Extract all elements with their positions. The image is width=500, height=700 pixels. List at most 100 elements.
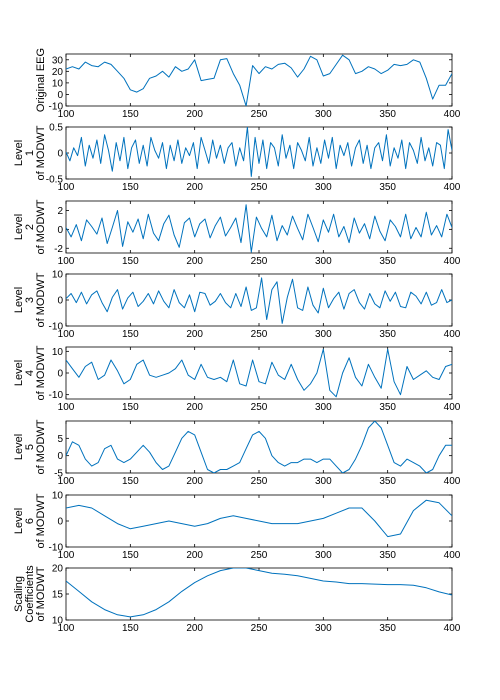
y-tick-label: -0.5 xyxy=(46,175,64,186)
series-line xyxy=(66,277,452,324)
axes-box xyxy=(65,346,453,400)
series-line xyxy=(66,348,452,398)
x-tick-label: 150 xyxy=(122,256,139,267)
subplot-7: 100 150 200 250 300 350 400 -10 0 10 Level 6 of MODW… xyxy=(13,491,461,562)
series-line xyxy=(66,568,452,618)
x-tick-label: 300 xyxy=(315,109,332,120)
y-tick-label: 15 xyxy=(52,590,64,601)
x-tick-label: 100 xyxy=(58,256,75,267)
axes-box xyxy=(65,273,453,327)
x-tick-label: 150 xyxy=(122,623,139,634)
subplot-2: 100 150 200 250 300 350 400 -0.5 0 0.5 Level 1 of MO… xyxy=(13,123,461,194)
series-line xyxy=(66,421,452,473)
x-tick-label: 100 xyxy=(58,402,75,413)
y-tick-label: 30 xyxy=(52,55,64,66)
x-tick-label: 400 xyxy=(444,402,461,413)
subplot-8: 100 150 200 250 300 350 400 10 15 20 Scaling Coeffi… xyxy=(13,564,461,635)
x-tick-label: 100 xyxy=(58,182,75,193)
y-tick-label: 20 xyxy=(52,67,64,78)
x-tick-label: 350 xyxy=(379,623,396,634)
y-axis-label: Scaling xyxy=(13,576,25,612)
x-tick-label: 400 xyxy=(444,476,461,487)
series-line xyxy=(66,499,452,538)
y-tick-label: 0 xyxy=(57,225,63,236)
x-tick-label: 400 xyxy=(444,329,461,340)
y-tick-label: 5 xyxy=(57,434,63,445)
x-tick-label: 350 xyxy=(379,182,396,193)
x-tick-label: 350 xyxy=(379,109,396,120)
x-tick-label: 100 xyxy=(58,329,75,340)
y-axis-label: Level xyxy=(13,360,25,386)
x-tick-label: 400 xyxy=(444,109,461,120)
y-axis-label: 5 xyxy=(24,444,36,450)
y-tick-label: -10 xyxy=(49,390,64,401)
x-tick-label: 250 xyxy=(251,329,268,340)
x-tick-label: 150 xyxy=(122,476,139,487)
x-tick-label: 100 xyxy=(58,109,75,120)
y-axis-label: of MODWT xyxy=(35,199,47,254)
subplot-4: 100 150 200 250 300 350 400 -10 0 10 Level 3 of MODW… xyxy=(13,270,461,341)
x-tick-label: 200 xyxy=(186,550,203,561)
x-tick-label: 200 xyxy=(186,109,203,120)
axes-box xyxy=(65,126,453,180)
x-tick-label: 300 xyxy=(315,182,332,193)
x-tick-label: 350 xyxy=(379,256,396,267)
y-axis-label: 3 xyxy=(24,297,36,303)
y-axis-label: 4 xyxy=(24,370,36,376)
y-axis-label: of MODWT xyxy=(35,345,47,400)
y-tick-label: -10 xyxy=(49,322,64,333)
y-axis-label: 6 xyxy=(24,518,36,524)
y-tick-label: -10 xyxy=(49,543,64,554)
x-tick-label: 300 xyxy=(315,476,332,487)
y-tick-label: 0 xyxy=(57,517,63,528)
x-tick-label: 250 xyxy=(251,182,268,193)
x-tick-label: 200 xyxy=(186,256,203,267)
x-tick-label: 200 xyxy=(186,623,203,634)
y-axis-label: of MODWT xyxy=(35,566,47,621)
x-tick-label: 250 xyxy=(251,256,268,267)
y-tick-label: 0 xyxy=(57,296,63,307)
y-axis-label: Level xyxy=(13,140,25,166)
series-line xyxy=(66,127,452,177)
x-tick-label: 400 xyxy=(444,623,461,634)
x-tick-label: 200 xyxy=(186,402,203,413)
series-line xyxy=(66,54,452,106)
y-tick-label: -5 xyxy=(54,469,63,480)
y-tick-label: 0 xyxy=(57,90,63,101)
axes-box xyxy=(65,567,453,621)
x-tick-label: 100 xyxy=(58,550,75,561)
y-axis-label: Level xyxy=(13,214,25,240)
x-tick-label: 350 xyxy=(379,550,396,561)
x-tick-label: 150 xyxy=(122,182,139,193)
y-axis-label: of MODWT xyxy=(35,272,47,327)
x-tick-label: 400 xyxy=(444,182,461,193)
x-tick-label: 200 xyxy=(186,182,203,193)
y-tick-label: 0.5 xyxy=(49,123,63,134)
x-tick-label: 200 xyxy=(186,476,203,487)
y-axis-label: of MODWT xyxy=(35,493,47,548)
y-axis-label: of MODWT xyxy=(35,419,47,474)
x-tick-label: 300 xyxy=(315,623,332,634)
y-tick-label: 10 xyxy=(52,491,64,502)
x-tick-label: 300 xyxy=(315,402,332,413)
x-tick-label: 300 xyxy=(315,329,332,340)
y-tick-label: 20 xyxy=(52,564,64,575)
y-axis-label: Coefficients xyxy=(24,565,36,623)
y-axis-label: Level xyxy=(13,287,25,313)
y-axis-label: 2 xyxy=(24,224,36,230)
subplot-5: 100 150 200 250 300 350 400 -10 0 10 Level 4 of MODW… xyxy=(13,345,461,413)
y-axis-label: Original EEG xyxy=(35,48,47,112)
x-tick-label: 350 xyxy=(379,402,396,413)
y-axis-label: Level xyxy=(13,434,25,460)
x-tick-label: 150 xyxy=(122,402,139,413)
axes-box xyxy=(65,200,453,254)
series-line xyxy=(66,204,452,253)
x-tick-label: 150 xyxy=(122,109,139,120)
x-tick-label: 250 xyxy=(251,476,268,487)
x-tick-label: 400 xyxy=(444,550,461,561)
x-tick-label: 300 xyxy=(315,256,332,267)
x-tick-label: 250 xyxy=(251,402,268,413)
